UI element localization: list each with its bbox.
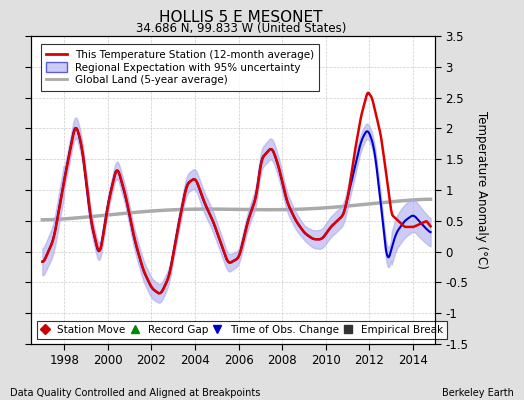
Text: Data Quality Controlled and Aligned at Breakpoints: Data Quality Controlled and Aligned at B… bbox=[10, 388, 261, 398]
Text: Berkeley Earth: Berkeley Earth bbox=[442, 388, 514, 398]
Y-axis label: Temperature Anomaly (°C): Temperature Anomaly (°C) bbox=[475, 111, 488, 269]
Legend: Station Move, Record Gap, Time of Obs. Change, Empirical Break: Station Move, Record Gap, Time of Obs. C… bbox=[37, 321, 447, 339]
Text: 34.686 N, 99.833 W (United States): 34.686 N, 99.833 W (United States) bbox=[136, 22, 346, 35]
Text: HOLLIS 5 E MESONET: HOLLIS 5 E MESONET bbox=[159, 10, 323, 25]
